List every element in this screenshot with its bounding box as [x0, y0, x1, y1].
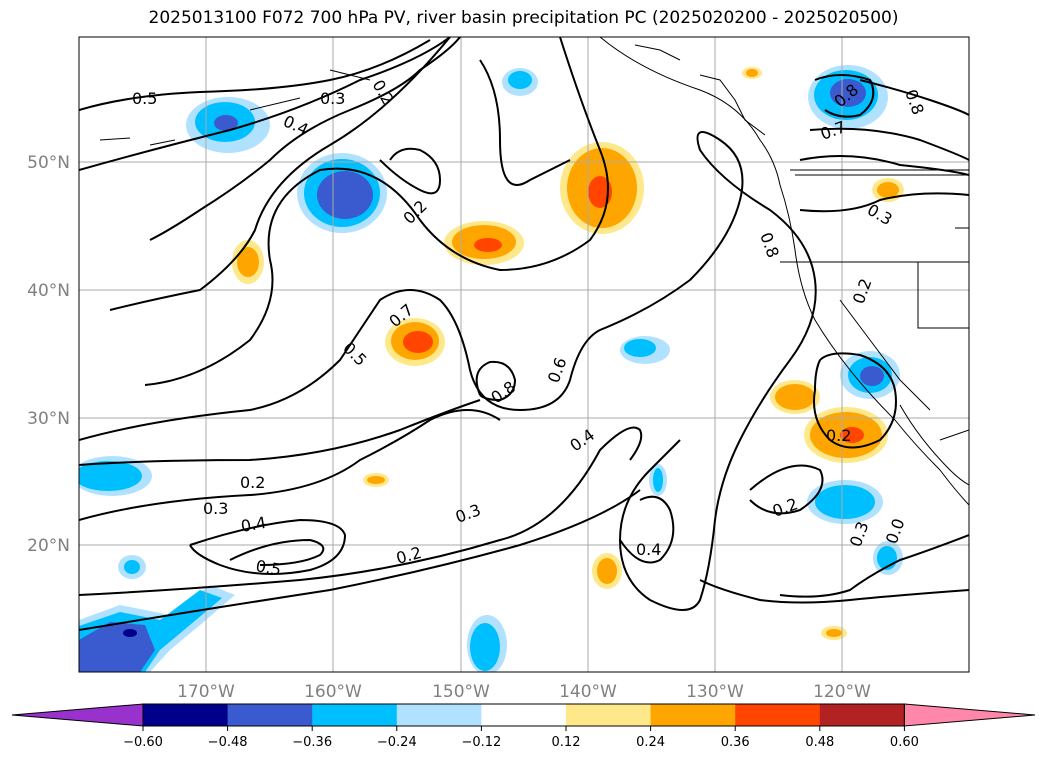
longitude-labels: 170°W 160°W 150°W 140°W 130°W 120°W — [177, 682, 871, 702]
colorbar-segment — [143, 704, 229, 726]
colorbar-segment — [819, 704, 905, 726]
negative-anomaly-blob — [186, 97, 270, 153]
negative-anomaly-blob — [297, 153, 387, 233]
lon-label: 150°W — [432, 682, 490, 702]
colorbar-segment — [650, 704, 736, 726]
contour-label: 0.5 — [254, 556, 282, 579]
negative-anomaly-blob — [620, 336, 670, 364]
pv-contours — [79, 37, 969, 631]
positive-anomaly-blob — [444, 221, 524, 265]
lon-label: 170°W — [177, 682, 235, 702]
negative-anomaly-blob — [649, 464, 667, 496]
lon-label: 120°W — [813, 682, 871, 702]
colorbar-segment — [227, 704, 313, 726]
negative-anomaly-blob — [807, 480, 883, 524]
colorbar-tick-label: 0.36 — [721, 735, 750, 750]
negative-anomaly-blob — [79, 585, 235, 672]
colorbar-tick-label: −0.24 — [377, 735, 417, 750]
colorbar-segment — [481, 704, 567, 726]
negative-anomaly-blob — [79, 456, 152, 496]
colorbar-tick-label: −0.48 — [208, 735, 248, 750]
map-frame — [78, 36, 970, 673]
colorbar-outline — [142, 703, 905, 727]
colorbar-tick-label: 0.24 — [636, 735, 665, 750]
colorbar-tick-label: −0.60 — [123, 735, 163, 750]
colorbar-tick-label: 0.48 — [805, 735, 834, 750]
contour-label: 0.4 — [239, 513, 267, 536]
positive-anomaly-blob — [770, 380, 820, 414]
map-title: 2025013100 F072 700 hPa PV, river basin … — [148, 8, 899, 28]
contour-label: 0.4 — [280, 111, 311, 139]
colorbar: −0.60 −0.48 −0.36 −0.24 −0.12 0.12 0.24 0.36 0.4… — [11, 703, 1036, 750]
contour-label: 0.2 — [849, 276, 876, 306]
contour-label: 0.2 — [240, 473, 265, 492]
lon-label: 140°W — [559, 682, 617, 702]
positive-anomaly-blob — [363, 473, 389, 487]
contour-label: 0.2 — [770, 494, 800, 521]
negative-anomaly-blob — [467, 615, 507, 672]
colorbar-tick-label: 0.12 — [552, 735, 581, 750]
colorbar-tick-label: −0.12 — [461, 735, 501, 750]
contour-label: 0.0 — [882, 516, 909, 546]
negative-anomaly-blob — [502, 68, 538, 96]
contour-label: 0.8 — [756, 230, 783, 260]
contour-label: 0.6 — [544, 355, 571, 385]
positive-anomaly-blob — [560, 142, 644, 234]
contour-label: 0.8 — [901, 87, 928, 117]
negative-anomaly-blob — [840, 351, 900, 399]
contour-label: 0.5 — [132, 89, 157, 108]
contour-label: 0.2 — [369, 77, 398, 109]
colorbar-tick-label: −0.36 — [292, 735, 332, 750]
contour-label: 0.4 — [636, 540, 661, 559]
lat-label: 40°N — [27, 281, 70, 301]
contour-label: 0.4 — [566, 425, 598, 455]
contour-label: 0.3 — [453, 500, 483, 527]
positive-anomaly-blob — [232, 240, 264, 284]
positive-anomaly-blob — [385, 318, 445, 366]
colorbar-segment — [735, 704, 821, 726]
contour-label: 0.2 — [826, 426, 851, 445]
positive-anomaly-blob — [592, 553, 622, 589]
colorbar-segment — [312, 704, 398, 726]
precip-shading — [79, 65, 904, 672]
coastlines — [99, 37, 969, 506]
colorbar-segment — [396, 704, 482, 726]
contour-label: 0.2 — [394, 543, 424, 568]
contour-label: 0.3 — [203, 499, 228, 518]
colorbar-extend-low — [11, 703, 144, 727]
lon-label: 160°W — [304, 682, 362, 702]
colorbar-segment — [566, 704, 652, 726]
negative-anomaly-blob — [118, 555, 146, 579]
positive-anomaly-blob — [742, 67, 762, 79]
positive-anomaly-blob — [821, 626, 847, 640]
lat-label: 30°N — [27, 409, 70, 429]
contour-label: 0.5 — [339, 338, 370, 369]
latitude-labels: 50°N 40°N 30°N 20°N — [27, 153, 70, 556]
lat-label: 20°N — [27, 536, 70, 556]
lon-label: 130°W — [686, 682, 744, 702]
contour-label: 0.3 — [320, 89, 345, 108]
lat-label: 50°N — [27, 153, 70, 173]
colorbar-extend-high — [903, 703, 1036, 727]
colorbar-tick-label: 0.60 — [890, 735, 919, 750]
